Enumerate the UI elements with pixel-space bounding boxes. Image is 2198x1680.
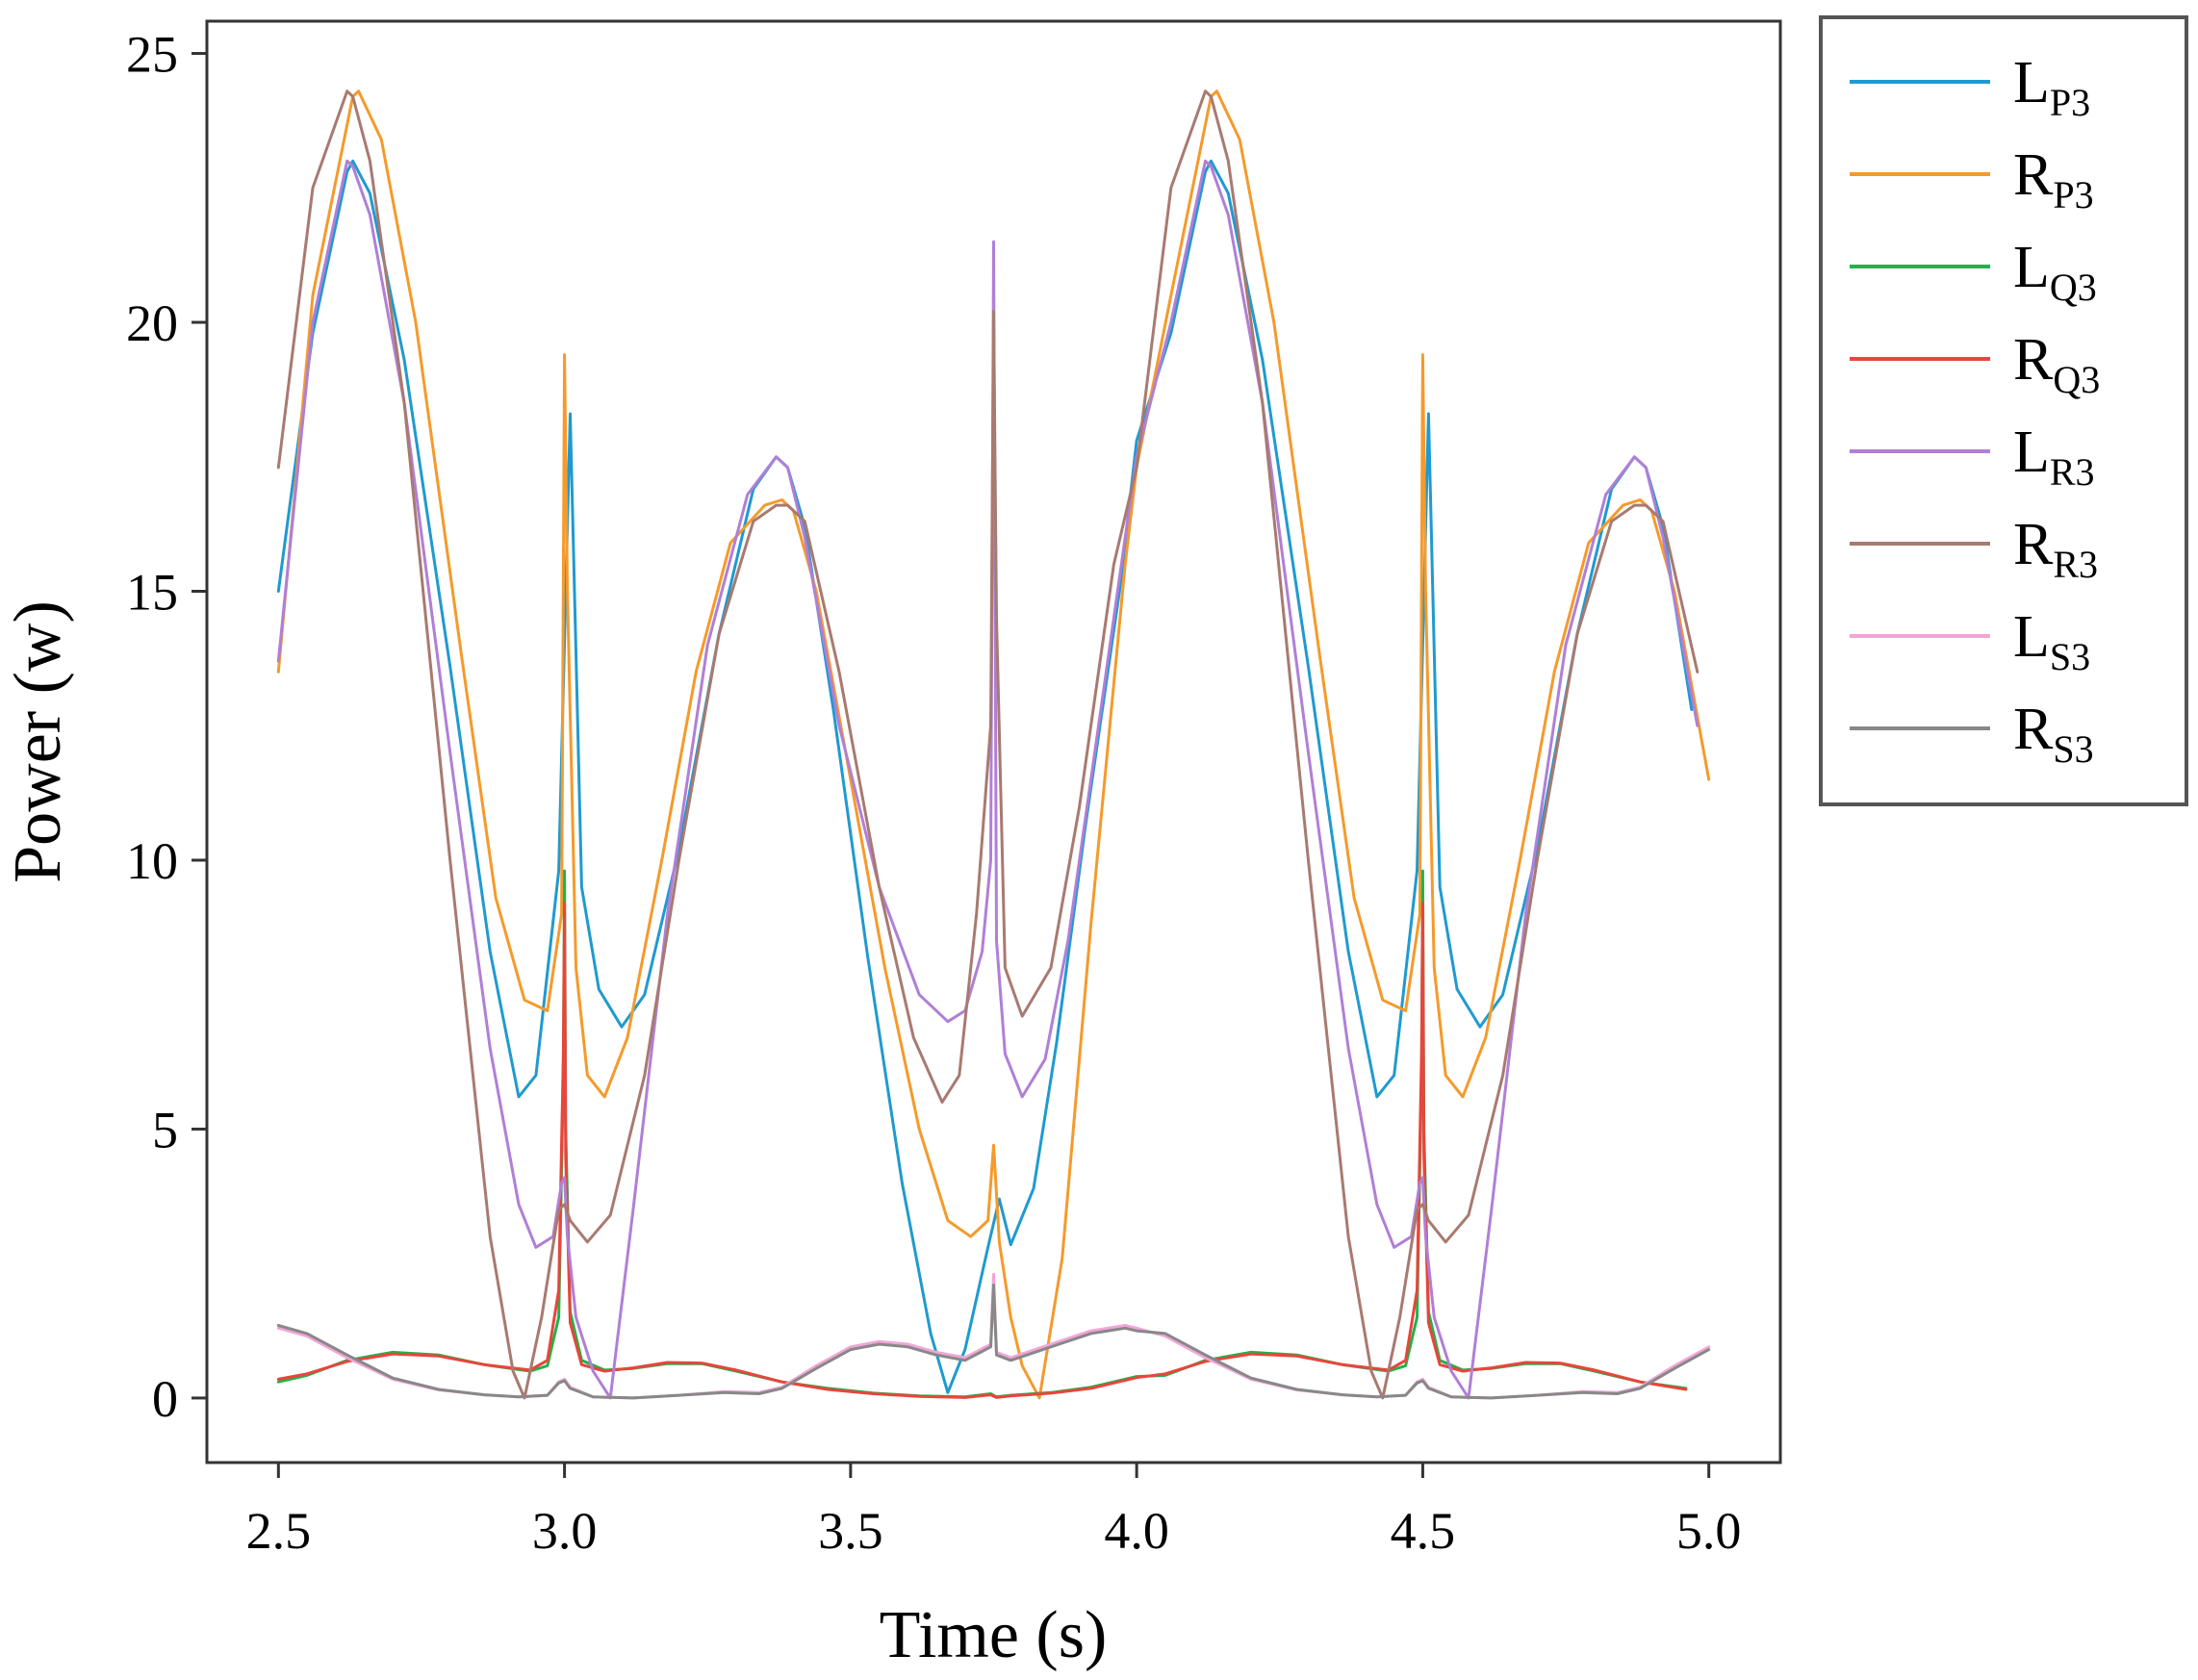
x-tick-label: 2.5 [246, 1502, 312, 1560]
series-line-rp3 [276, 89, 1711, 1400]
legend-label: LS3 [2013, 604, 2090, 678]
legend-entry-lp3: LP3 [1850, 50, 2090, 124]
x-tick-label: 4.5 [1391, 1502, 1456, 1560]
series-line-rs3 [276, 1284, 1711, 1400]
x-tick-label: 4.0 [1104, 1502, 1169, 1560]
x-tick-label: 3.0 [532, 1502, 598, 1560]
x-tick-label: 3.5 [818, 1502, 883, 1560]
legend-entry-ls3: LS3 [1850, 604, 2090, 678]
legend-entry-lq3: LQ3 [1850, 235, 2097, 309]
plot-lines [276, 89, 1711, 1400]
x-axis: 2.5 3.0 3.5 4.0 4.5 5.0 [246, 1463, 1742, 1560]
y-tick-label: 0 [152, 1370, 178, 1428]
legend-label: RS3 [2013, 697, 2094, 771]
y-tick-label: 5 [152, 1101, 178, 1158]
legend-label: RP3 [2013, 142, 2094, 216]
legend-label: RQ3 [2013, 327, 2100, 401]
legend-entry-rq3: RQ3 [1850, 327, 2100, 401]
legend-box [1819, 15, 2188, 806]
y-tick-label: 20 [126, 294, 178, 352]
legend-label: LP3 [2013, 50, 2090, 124]
legend-entry-rs3: RS3 [1850, 697, 2094, 771]
legend-entries: LP3 RP3 LQ3 RQ3 LR3 RR3 LS3 RS3 [1850, 50, 2100, 771]
y-tick-label: 15 [126, 563, 178, 621]
legend-entry-lr3: LR3 [1850, 420, 2095, 494]
legend-label: RR3 [2013, 512, 2098, 586]
series-line-rq3 [276, 902, 1688, 1399]
legend-entry-rp3: RP3 [1850, 142, 2094, 216]
legend-label: LR3 [2013, 420, 2095, 494]
series-line-lp3 [276, 159, 1694, 1394]
y-tick-label: 10 [126, 832, 178, 890]
series-line-rr3 [276, 89, 1700, 1400]
plot-frame [205, 19, 1782, 1464]
legend-entry-rr3: RR3 [1850, 512, 2098, 586]
y-axis: 0 5 10 15 20 25 [126, 26, 207, 1428]
x-axis-title: Time (s) [880, 1598, 1108, 1672]
y-tick-label: 25 [126, 26, 178, 84]
x-tick-label: 5.0 [1676, 1502, 1742, 1560]
legend: LP3 RP3 LQ3 RQ3 LR3 RR3 LS3 RS3 [1819, 15, 2188, 806]
y-axis-title: Power (w) [1, 600, 75, 883]
legend-label: LQ3 [2013, 235, 2097, 309]
